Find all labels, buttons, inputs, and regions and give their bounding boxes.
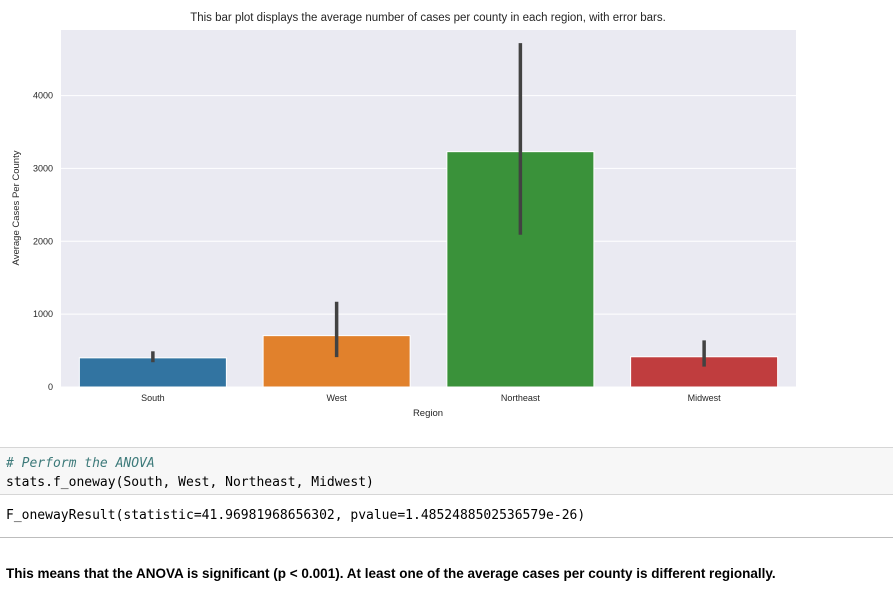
code-cell[interactable]: # Perform the ANOVA stats.f_oneway(South… xyxy=(0,447,893,495)
y-tick-label: 2000 xyxy=(33,236,53,246)
x-tick-label: West xyxy=(326,393,347,403)
error-bars xyxy=(151,43,706,367)
y-axis-label: Average Cases Per County xyxy=(11,150,22,265)
conclusion-text: This means that the ANOVA is significant… xyxy=(6,566,776,581)
code-line: stats.f_oneway(South, West, Northeast, M… xyxy=(6,475,374,490)
bar-south xyxy=(78,357,227,388)
output-cell: F_onewayResult(statistic=41.969819686563… xyxy=(0,500,893,538)
plot-area xyxy=(61,30,796,387)
x-tick-label: Northeast xyxy=(501,393,541,403)
y-tick-label: 0 xyxy=(48,382,53,392)
code-comment: # Perform the ANOVA xyxy=(6,456,155,471)
x-tick-label: Midwest xyxy=(688,393,722,403)
bar-west xyxy=(262,335,411,388)
x-axis-label: Region xyxy=(413,408,443,419)
x-tick-labels: South West Northeast Midwest xyxy=(141,393,721,403)
chart-svg: This bar plot displays the average numbe… xyxy=(11,12,796,419)
y-tick-labels: 0 1000 2000 3000 4000 xyxy=(33,91,53,392)
y-tick-label: 3000 xyxy=(33,163,53,173)
y-tick-label: 4000 xyxy=(33,91,53,101)
chart-title: This bar plot displays the average numbe… xyxy=(190,12,666,24)
y-tick-label: 1000 xyxy=(33,309,53,319)
bar-chart: This bar plot displays the average numbe… xyxy=(11,12,796,419)
x-tick-label: South xyxy=(141,393,165,403)
